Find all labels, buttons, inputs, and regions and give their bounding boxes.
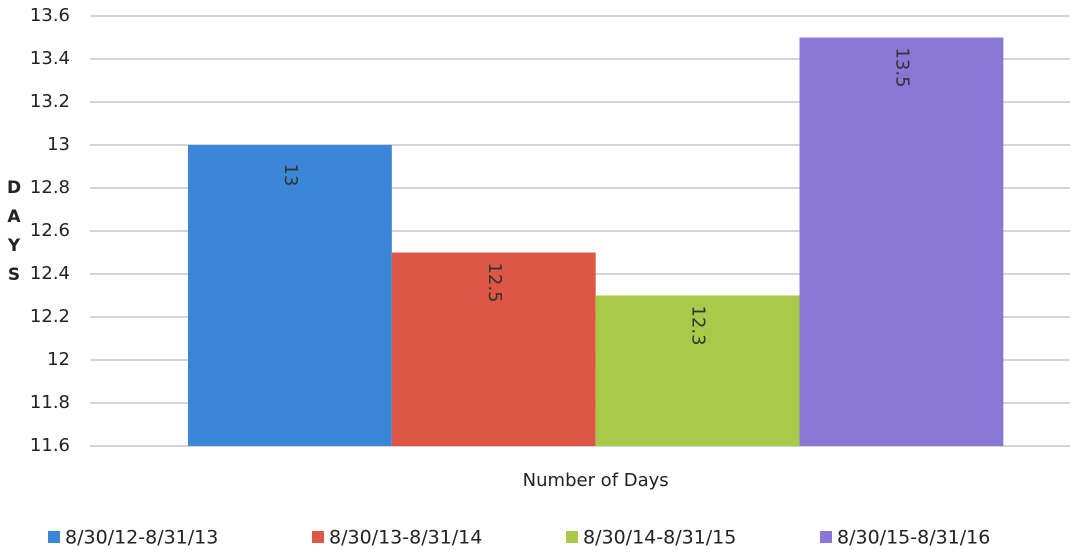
y-tick-label: 13.4 <box>30 48 70 69</box>
legend-label: 8/30/12-8/31/13 <box>65 527 218 549</box>
data-label: 12.5 <box>484 262 505 302</box>
y-tick-label: 12.6 <box>30 220 70 241</box>
y-tick-label: 12.4 <box>30 263 70 284</box>
bar <box>799 37 1004 446</box>
y-tick-label: 13 <box>47 134 70 155</box>
legend-label: 8/30/14-8/31/15 <box>583 527 736 549</box>
y-tick-label: 12.2 <box>30 306 70 327</box>
y-tick-label: 11.8 <box>30 392 70 413</box>
y-tick-label: 12.8 <box>30 177 70 198</box>
y-tick-label: 12 <box>47 349 70 370</box>
bar <box>188 145 392 446</box>
x-axis-label: Number of Days <box>523 470 669 491</box>
legend-swatch <box>820 531 832 543</box>
data-label: 12.3 <box>688 305 709 345</box>
legend-swatch <box>48 531 60 543</box>
data-label: 13 <box>280 164 301 187</box>
bar <box>595 295 800 446</box>
y-tick-label: 13.6 <box>30 5 70 26</box>
y-axis-label: DAYS <box>4 178 24 294</box>
y-tick-label: 13.2 <box>30 91 70 112</box>
data-label: 13.5 <box>891 47 912 87</box>
bar <box>391 252 596 446</box>
legend-swatch <box>312 531 324 543</box>
legend-swatch <box>566 531 578 543</box>
legend-label: 8/30/15-8/31/16 <box>837 527 990 549</box>
y-tick-label: 11.6 <box>30 435 70 456</box>
legend-label: 8/30/13-8/31/14 <box>329 527 482 549</box>
